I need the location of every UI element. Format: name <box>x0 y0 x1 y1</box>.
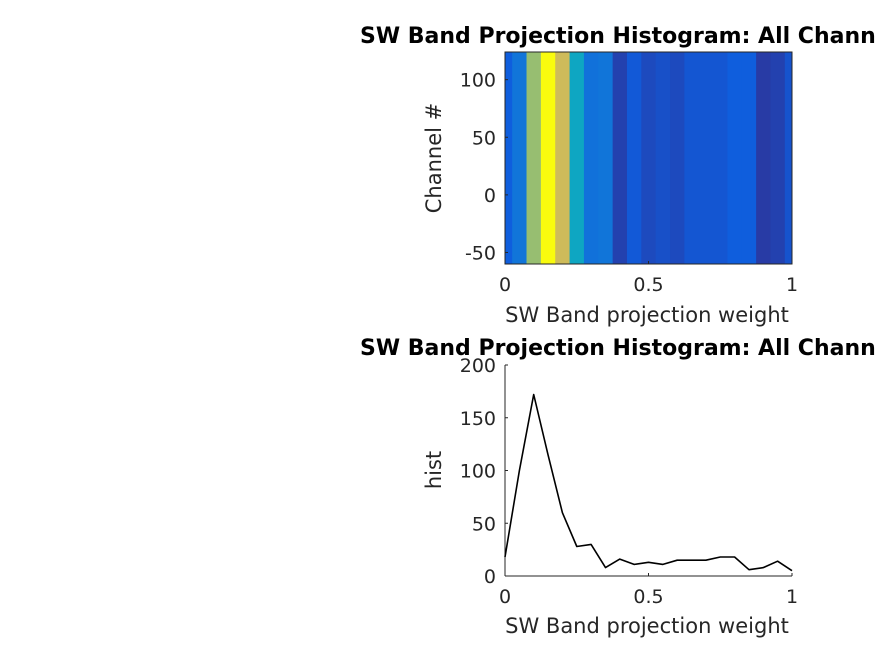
heatmap-cell <box>569 52 585 264</box>
hist-y-tick-label: 200 <box>460 355 496 377</box>
heatmap-x-label: SW Band projection weight <box>505 303 789 327</box>
hist-line <box>504 393 793 572</box>
heatmap-y-tick-label: 0 <box>484 185 496 207</box>
heatmap-y-label: Channel # <box>422 103 446 214</box>
hist-x-tick-label: 1 <box>786 586 798 608</box>
heatmap-cell <box>655 52 671 264</box>
hist-y-tick-label: 150 <box>460 408 496 430</box>
heatmap-cell <box>670 52 685 264</box>
hist-y-tick-label: 0 <box>484 566 496 588</box>
hist-x-tick-label: 0.5 <box>633 586 663 608</box>
heatmap-cell <box>512 52 528 264</box>
heatmap-cell <box>555 52 571 264</box>
heatmap-cell <box>505 52 513 264</box>
hist-x-tick-label: 0 <box>499 586 511 608</box>
hist-title: SW Band Projection Histogram: All Channe… <box>360 336 875 361</box>
heatmap-cell <box>526 52 542 264</box>
heatmap-cell <box>540 52 556 264</box>
heatmap-x-tick-label: 0 <box>499 274 511 296</box>
hist-y-label: hist <box>422 451 446 489</box>
heatmap-cell <box>641 52 657 264</box>
heatmap-x-tick-label: 1 <box>786 274 798 296</box>
heatmap-cell <box>713 52 728 264</box>
heatmap-title: SW Band Projection Histogram: All Channe… <box>360 24 875 49</box>
heatmap-cell <box>741 52 757 264</box>
heatmap-cell <box>583 52 599 264</box>
heatmap-y-tick-label: 100 <box>460 70 496 92</box>
heatmap-x-tick-label: 0.5 <box>633 274 663 296</box>
heatmap-cell <box>612 52 628 264</box>
hist-y-tick-label: 100 <box>460 461 496 483</box>
heatmap-cell <box>727 52 743 264</box>
heatmap-cell <box>598 52 614 264</box>
hist-series <box>504 393 793 572</box>
heatmap-cell <box>626 52 642 264</box>
hist-y-ticks: 0 50 100 150 200 <box>460 355 508 588</box>
hist-y-tick-label: 50 <box>472 513 496 535</box>
heatmap-axes: SW Band Projection Histogram: All Channe… <box>360 24 875 327</box>
heatmap-cell <box>684 52 700 264</box>
heatmap-cell <box>756 52 771 264</box>
heatmap-cell <box>770 52 786 264</box>
heatmap-cells <box>505 52 793 264</box>
hist-axes: SW Band Projection Histogram: All Channe… <box>360 336 875 638</box>
hist-x-ticks: 0 0.5 1 <box>499 573 798 608</box>
heatmap-cell <box>784 52 793 264</box>
heatmap-x-ticks: 0 0.5 1 <box>499 261 798 296</box>
hist-x-label: SW Band projection weight <box>505 614 789 638</box>
heatmap-y-ticks: -50 0 50 100 <box>460 70 508 264</box>
heatmap-cell <box>698 52 714 264</box>
heatmap-y-tick-label: -50 <box>465 242 496 264</box>
heatmap-y-tick-label: 50 <box>472 127 496 149</box>
